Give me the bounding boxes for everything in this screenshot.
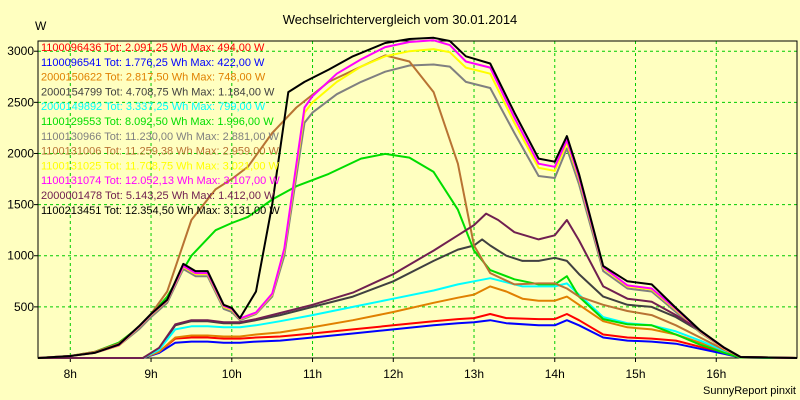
x-tick-label: 15h [625, 367, 645, 381]
x-tick-label: 12h [383, 367, 403, 381]
legend-entry: 2000001478 Tot: 5.143,25 Wh Max: 1.412,0… [41, 190, 275, 202]
series-line-1 [38, 313, 798, 359]
x-tick-label: 16h [706, 367, 726, 381]
legend-entry: 1100131025 Tot: 11.708,75 Wh Max: 3.021,… [41, 160, 280, 172]
legend-entry: 1100096436 Tot: 2.091,25 Wh Max: 494,00 … [41, 42, 265, 54]
series-lines [37, 36, 798, 359]
y-tick-label: 500 [14, 300, 34, 314]
series-line-11 [38, 212, 798, 359]
y-tick-label: 2000 [7, 146, 34, 160]
y-tick-label: 3000 [7, 44, 34, 58]
legend-entry: 1100131074 Tot: 12.052,13 Wh Max: 3.107,… [41, 175, 280, 187]
legend-entry: 1100213451 Tot: 12.354,50 Wh Max: 3.131,… [41, 205, 280, 217]
legend-entry: 2000154799 Tot: 4.708,75 Wh Max: 1.184,0… [41, 86, 275, 98]
legend-entry: 1100130966 Tot: 11.230,00 Wh Max: 2.881,… [41, 131, 280, 143]
legend-entry: 1100131006 Tot: 11.259,38 Wh Max: 2.959,… [41, 146, 280, 158]
footer-credit: SunnyReport pinxit [703, 385, 796, 397]
series-line-4 [38, 238, 798, 359]
y-axis-unit: W [35, 19, 47, 33]
series-line-12 [37, 36, 798, 359]
x-tick-label: 8h [64, 367, 77, 381]
series-line-8 [37, 54, 798, 359]
y-tick-label: 1500 [7, 198, 34, 212]
legend-entry: 2000149892 Tot: 3.337,25 Wh Max: 799,00 … [41, 101, 266, 113]
x-tick-label: 11h [303, 367, 322, 381]
series-line-2 [38, 319, 798, 359]
series-line-3 [38, 285, 798, 359]
x-tick-label: 13h [464, 367, 484, 381]
x-tick-label: 14h [545, 367, 565, 381]
x-tick-label: 9h [144, 367, 157, 381]
y-tick-label: 1000 [7, 249, 34, 263]
legend-entry: 1100096541 Tot: 1.776,25 Wh Max: 422,00 … [41, 57, 265, 69]
chart-title: Wechselrichtervergleich vom 30.01.2014 [283, 12, 518, 27]
legend-entry: 2000150622 Tot: 2.817,50 Wh Max: 748,00 … [41, 72, 266, 84]
legend-entry: 1100129553 Tot: 8.092,50 Wh Max: 1.996,0… [41, 116, 274, 128]
x-tick-label: 10h [222, 367, 242, 381]
legend: 1100096436 Tot: 2.091,25 Wh Max: 494,00 … [41, 42, 280, 217]
y-tick-label: 2500 [7, 95, 34, 109]
